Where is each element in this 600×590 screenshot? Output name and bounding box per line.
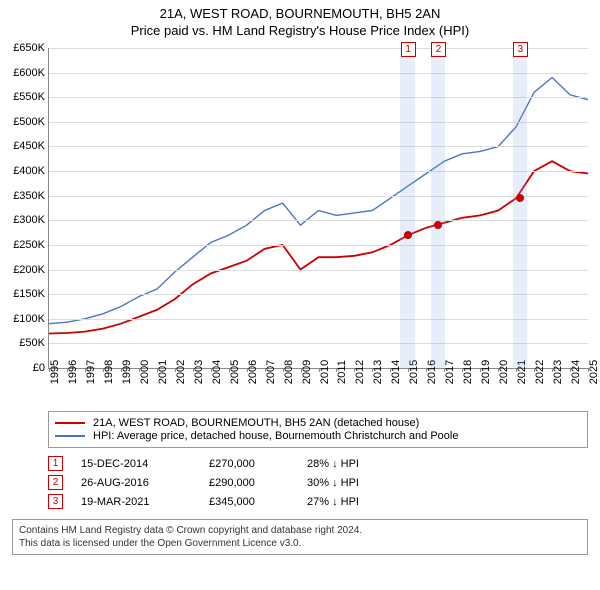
y-axis-label: £450K xyxy=(13,140,49,152)
chart-svg xyxy=(49,48,588,368)
legend-swatch-price-paid xyxy=(55,422,85,424)
y-axis-label: £400K xyxy=(13,165,49,177)
gridline xyxy=(49,343,588,344)
plot-area: £0£50K£100K£150K£200K£250K£300K£350K£400… xyxy=(48,48,588,369)
y-axis-label: £200K xyxy=(13,264,49,276)
x-axis-label: 2022 xyxy=(534,360,546,384)
legend: 21A, WEST ROAD, BOURNEMOUTH, BH5 2AN (de… xyxy=(48,411,588,448)
gridline xyxy=(49,171,588,172)
x-axis-label: 2025 xyxy=(588,360,600,384)
x-axis-label: 2004 xyxy=(211,360,223,384)
tx-marker-1: 1 xyxy=(48,456,63,471)
tx-marker-2: 2 xyxy=(48,475,63,490)
x-axis-label: 2023 xyxy=(552,360,564,384)
x-axis-label: 1998 xyxy=(103,360,115,384)
tx-price: £290,000 xyxy=(209,477,289,489)
x-axis-label: 2000 xyxy=(139,360,151,384)
x-axis-label: 1995 xyxy=(49,360,61,384)
x-axis-label: 2019 xyxy=(480,360,492,384)
y-axis-label: £650K xyxy=(13,42,49,54)
x-axis-label: 2017 xyxy=(444,360,456,384)
gridline xyxy=(49,73,588,74)
transaction-marker: 3 xyxy=(513,42,528,57)
x-axis-label: 2012 xyxy=(354,360,366,384)
series-line xyxy=(49,78,588,324)
legend-row-price-paid: 21A, WEST ROAD, BOURNEMOUTH, BH5 2AN (de… xyxy=(55,417,581,429)
gridline xyxy=(49,245,588,246)
chart-container: 21A, WEST ROAD, BOURNEMOUTH, BH5 2AN Pri… xyxy=(0,0,600,555)
x-axis-label: 2005 xyxy=(229,360,241,384)
tx-diff: 30% ↓ HPI xyxy=(307,477,397,489)
transaction-marker: 1 xyxy=(401,42,416,57)
x-axis-label: 1997 xyxy=(85,360,97,384)
transaction-shade xyxy=(513,48,527,368)
gridline xyxy=(49,48,588,49)
gridline xyxy=(49,97,588,98)
y-axis-label: £600K xyxy=(13,67,49,79)
y-axis-label: £350K xyxy=(13,190,49,202)
gridline xyxy=(49,146,588,147)
tx-date: 15-DEC-2014 xyxy=(81,458,191,470)
y-axis-label: £150K xyxy=(13,288,49,300)
tx-date: 19-MAR-2021 xyxy=(81,496,191,508)
tx-price: £345,000 xyxy=(209,496,289,508)
title-subtitle: Price paid vs. HM Land Registry's House … xyxy=(0,23,600,38)
y-axis-label: £50K xyxy=(19,337,49,349)
x-axis-label: 2010 xyxy=(319,360,331,384)
table-row: 2 26-AUG-2016 £290,000 30% ↓ HPI xyxy=(48,475,588,490)
footer-line2: This data is licensed under the Open Gov… xyxy=(19,537,581,550)
x-axis-label: 2018 xyxy=(462,360,474,384)
gridline xyxy=(49,270,588,271)
x-axis-label: 2020 xyxy=(498,360,510,384)
legend-label-price-paid: 21A, WEST ROAD, BOURNEMOUTH, BH5 2AN (de… xyxy=(93,417,419,429)
table-row: 3 19-MAR-2021 £345,000 27% ↓ HPI xyxy=(48,494,588,509)
y-axis-label: £500K xyxy=(13,116,49,128)
y-axis-label: £100K xyxy=(13,313,49,325)
title-block: 21A, WEST ROAD, BOURNEMOUTH, BH5 2AN Pri… xyxy=(0,0,600,38)
gridline xyxy=(49,220,588,221)
legend-label-hpi: HPI: Average price, detached house, Bour… xyxy=(93,430,458,442)
transaction-table: 1 15-DEC-2014 £270,000 28% ↓ HPI 2 26-AU… xyxy=(48,456,588,509)
gridline xyxy=(49,196,588,197)
legend-row-hpi: HPI: Average price, detached house, Bour… xyxy=(55,430,581,442)
x-axis-label: 1996 xyxy=(67,360,79,384)
tx-diff: 27% ↓ HPI xyxy=(307,496,397,508)
x-axis-label: 2013 xyxy=(372,360,384,384)
y-axis-label: £0 xyxy=(33,362,49,374)
tx-marker-3: 3 xyxy=(48,494,63,509)
x-axis-label: 2008 xyxy=(283,360,295,384)
x-axis-label: 2024 xyxy=(570,360,582,384)
title-address: 21A, WEST ROAD, BOURNEMOUTH, BH5 2AN xyxy=(0,6,600,21)
transaction-marker: 2 xyxy=(431,42,446,57)
x-axis-label: 2001 xyxy=(157,360,169,384)
transaction-shade xyxy=(431,48,445,368)
tx-diff: 28% ↓ HPI xyxy=(307,458,397,470)
x-axis-label: 2002 xyxy=(175,360,187,384)
x-axis-label: 2011 xyxy=(336,360,348,384)
x-axis-label: 1999 xyxy=(121,360,133,384)
transaction-dot xyxy=(434,221,442,229)
table-row: 1 15-DEC-2014 £270,000 28% ↓ HPI xyxy=(48,456,588,471)
x-axis-label: 2003 xyxy=(193,360,205,384)
x-axis-label: 2009 xyxy=(301,360,313,384)
gridline xyxy=(49,122,588,123)
footer-line1: Contains HM Land Registry data © Crown c… xyxy=(19,524,581,537)
transaction-dot xyxy=(516,194,524,202)
y-axis-label: £550K xyxy=(13,91,49,103)
gridline xyxy=(49,319,588,320)
y-axis-label: £300K xyxy=(13,214,49,226)
transaction-shade xyxy=(400,48,414,368)
transaction-dot xyxy=(404,231,412,239)
x-axis-label: 2006 xyxy=(247,360,259,384)
x-axis-label: 2007 xyxy=(265,360,277,384)
y-axis-label: £250K xyxy=(13,239,49,251)
tx-date: 26-AUG-2016 xyxy=(81,477,191,489)
gridline xyxy=(49,294,588,295)
series-line xyxy=(49,161,588,333)
footer: Contains HM Land Registry data © Crown c… xyxy=(12,519,588,555)
tx-price: £270,000 xyxy=(209,458,289,470)
legend-swatch-hpi xyxy=(55,435,85,437)
